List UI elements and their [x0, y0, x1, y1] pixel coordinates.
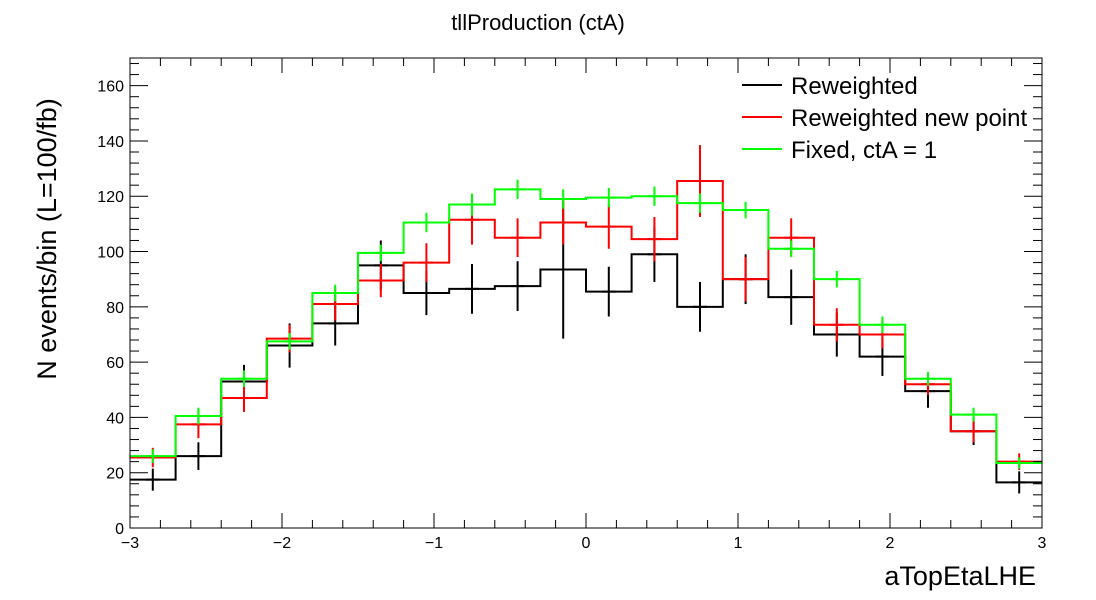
y-tick-label: 20: [106, 466, 124, 483]
chart-title: tllProduction (ctA): [451, 10, 625, 35]
y-tick-label: 80: [106, 300, 124, 317]
x-tick-label: 3: [1038, 535, 1047, 552]
y-tick-label: 120: [97, 189, 124, 206]
y-tick-label: 100: [97, 245, 124, 262]
y-tick-label: 40: [106, 410, 124, 427]
x-axis-title: aTopEtaLHE: [884, 561, 1036, 591]
legend-label: Reweighted new point: [791, 105, 1027, 132]
legend-label: Fixed, ctA = 1: [791, 137, 937, 164]
x-tick-label: 0: [582, 535, 591, 552]
x-tick-label: 1: [734, 535, 743, 552]
y-axis-title: N events/bin (L=100/fb): [32, 98, 62, 379]
y-tick-label: 160: [97, 79, 124, 96]
y-tick-label: 140: [97, 134, 124, 151]
x-tick-label: −2: [273, 535, 291, 552]
x-tick-label: −1: [425, 535, 443, 552]
y-tick-label: 60: [106, 355, 124, 372]
y-tick-label: 0: [115, 521, 124, 538]
x-tick-label: 2: [886, 535, 895, 552]
legend-label: Reweighted: [791, 73, 918, 100]
